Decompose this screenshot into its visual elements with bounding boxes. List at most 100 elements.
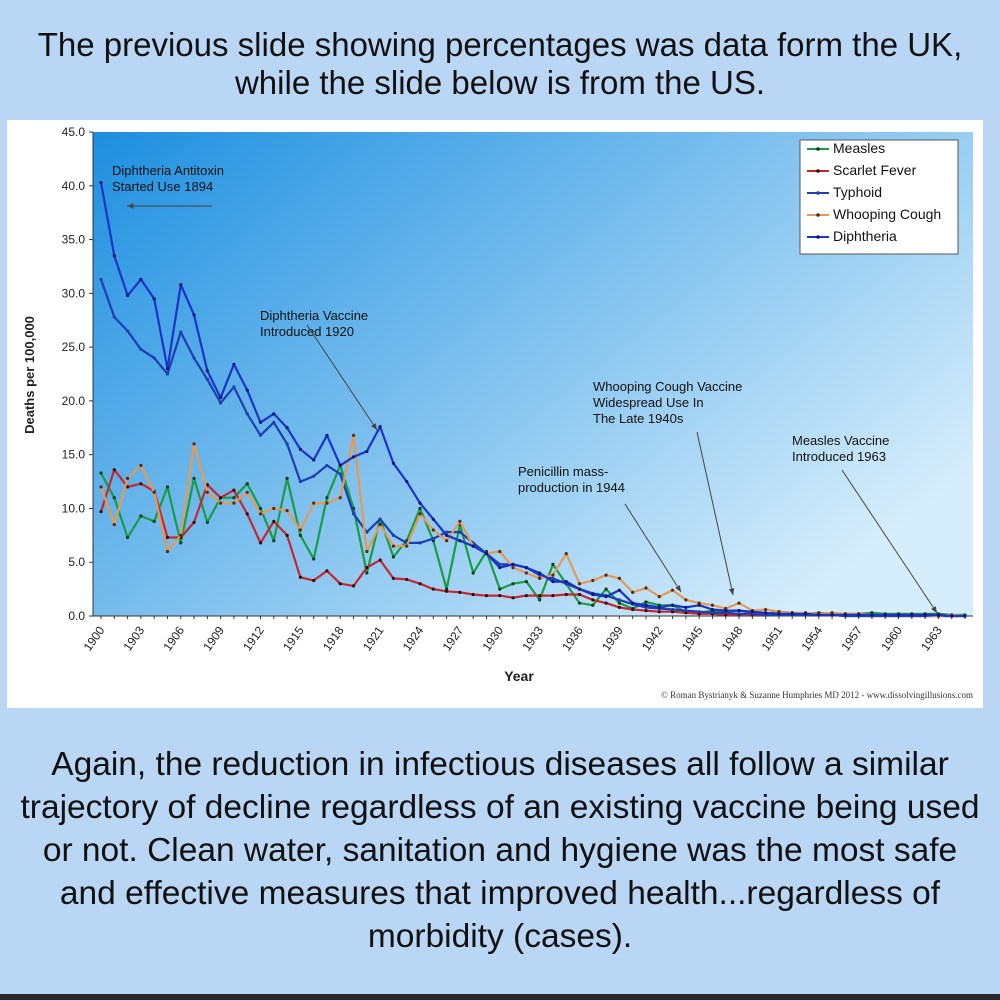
- data-point-typhoid: [232, 385, 236, 389]
- x-tick-label: 1918: [320, 623, 347, 653]
- annotation-arrowhead: [127, 203, 134, 209]
- annotation-arrowhead: [931, 606, 937, 613]
- data-point-scarlet-fever: [484, 593, 489, 598]
- data-point-whooping-cough: [604, 573, 608, 577]
- data-point-diphtheria: [285, 426, 289, 430]
- data-point-scarlet-fever: [272, 519, 276, 523]
- data-point-whooping-cough: [737, 601, 741, 605]
- data-point-diphtheria: [883, 613, 887, 617]
- data-point-diphtheria: [458, 539, 462, 543]
- data-point-whooping-cough: [179, 533, 183, 537]
- x-axis-title: Year: [504, 668, 534, 684]
- data-point-typhoid: [112, 315, 116, 319]
- data-point-diphtheria: [112, 254, 116, 258]
- data-point-diphtheria: [604, 595, 608, 599]
- x-tick-label: 1912: [240, 623, 267, 653]
- data-point-whooping-cough: [564, 552, 568, 556]
- chart-panel: 0.0 5.0 10.0 15.0 20.0 25.0 30.0 35.0 40.0 45.0 19…: [7, 120, 983, 708]
- data-point-diphtheria: [245, 388, 249, 392]
- data-point-whooping-cough: [684, 598, 688, 602]
- data-point-typhoid: [418, 541, 422, 545]
- y-tick-label: 15.0: [62, 448, 86, 462]
- annotation-text: Introduced 1920: [260, 324, 354, 339]
- annotation-text: Started Use 1894: [112, 179, 213, 194]
- data-point-diphtheria: [298, 447, 302, 451]
- annotation-text: production in 1944: [518, 480, 625, 495]
- data-point-measles: [617, 601, 622, 605]
- data-point-measles: [245, 482, 249, 486]
- data-point-scarlet-fever: [644, 609, 648, 613]
- data-point-scarlet-fever: [418, 582, 422, 586]
- data-point-scarlet-fever: [378, 558, 382, 562]
- data-point-diphtheria: [179, 283, 183, 287]
- y-tick-label: 0.0: [68, 609, 85, 623]
- data-point-measles: [165, 485, 170, 489]
- x-tick-label: 1936: [559, 623, 586, 653]
- data-point-typhoid: [325, 463, 329, 468]
- data-point-scarlet-fever: [125, 485, 130, 489]
- data-point-typhoid: [192, 356, 196, 360]
- data-point-typhoid: [258, 433, 263, 437]
- data-point-scarlet-fever: [511, 596, 515, 600]
- annotation-text: Diphtheria Vaccine: [260, 308, 368, 323]
- x-tick-label: 1957: [838, 623, 865, 653]
- x-tick-label: 1903: [121, 623, 148, 653]
- annotation-text: Introduced 1963: [792, 449, 886, 464]
- data-point-scarlet-fever: [445, 589, 449, 593]
- data-point-measles: [498, 587, 502, 591]
- legend-marker-whooping-cough: [816, 213, 820, 217]
- data-point-measles: [285, 476, 289, 480]
- legend-label-scarlet-fever: Scarlet Fever: [833, 162, 917, 178]
- data-point-diphtheria: [471, 544, 475, 548]
- annotation-arrowhead: [371, 423, 377, 430]
- data-point-diphtheria: [870, 613, 874, 617]
- data-point-measles: [192, 476, 196, 480]
- data-point-measles: [391, 555, 396, 559]
- data-point-diphtheria: [152, 297, 156, 301]
- data-point-diphtheria: [591, 592, 595, 597]
- data-point-measles: [511, 582, 515, 586]
- data-point-whooping-cough: [511, 566, 515, 570]
- data-point-typhoid: [365, 530, 369, 534]
- data-point-diphtheria: [577, 587, 582, 591]
- data-point-scarlet-fever: [538, 593, 542, 598]
- data-point-scarlet-fever: [112, 468, 116, 472]
- annotation-arrow: [306, 324, 378, 431]
- data-point-typhoid: [431, 536, 435, 541]
- data-point-diphtheria: [538, 571, 542, 575]
- data-point-measles: [258, 506, 263, 511]
- data-point-diphtheria: [710, 607, 715, 612]
- bottom-caption: Again, the reduction in infectious disea…: [20, 746, 980, 955]
- data-point-scarlet-fever: [405, 577, 409, 582]
- data-point-typhoid: [338, 472, 342, 476]
- data-point-typhoid: [458, 530, 462, 534]
- annotation-text: Diphtheria Antitoxin: [112, 163, 224, 178]
- data-point-typhoid: [391, 533, 396, 537]
- data-point-diphtheria: [205, 369, 209, 373]
- data-point-whooping-cough: [391, 544, 396, 548]
- data-point-diphtheria: [484, 552, 489, 556]
- data-point-diphtheria: [351, 455, 356, 459]
- data-point-diphtheria: [803, 612, 808, 616]
- data-point-whooping-cough: [524, 571, 528, 575]
- data-point-measles: [112, 496, 116, 500]
- data-point-scarlet-fever: [99, 510, 103, 514]
- series-line-diphtheria: [99, 182, 965, 618]
- data-point-measles: [418, 506, 422, 511]
- legend-label-whooping-cough: Whooping Cough: [833, 206, 941, 222]
- data-point-scarlet-fever: [524, 593, 528, 598]
- data-point-diphtheria: [378, 425, 382, 429]
- legend-label-measles: Measles: [833, 140, 885, 156]
- annotation-arrowhead: [728, 588, 735, 595]
- x-tick-label: 1906: [160, 623, 187, 653]
- data-point-measles: [644, 600, 648, 604]
- data-point-whooping-cough: [458, 519, 462, 523]
- data-point-diphtheria: [338, 463, 342, 468]
- data-point-diphtheria: [857, 613, 861, 617]
- x-tick-label: 1921: [360, 623, 387, 653]
- data-point-diphtheria: [431, 517, 435, 521]
- x-tick-label: 1960: [878, 623, 905, 653]
- data-point-diphtheria: [498, 566, 502, 570]
- data-point-diphtheria: [125, 293, 130, 298]
- data-point-scarlet-fever: [458, 590, 462, 594]
